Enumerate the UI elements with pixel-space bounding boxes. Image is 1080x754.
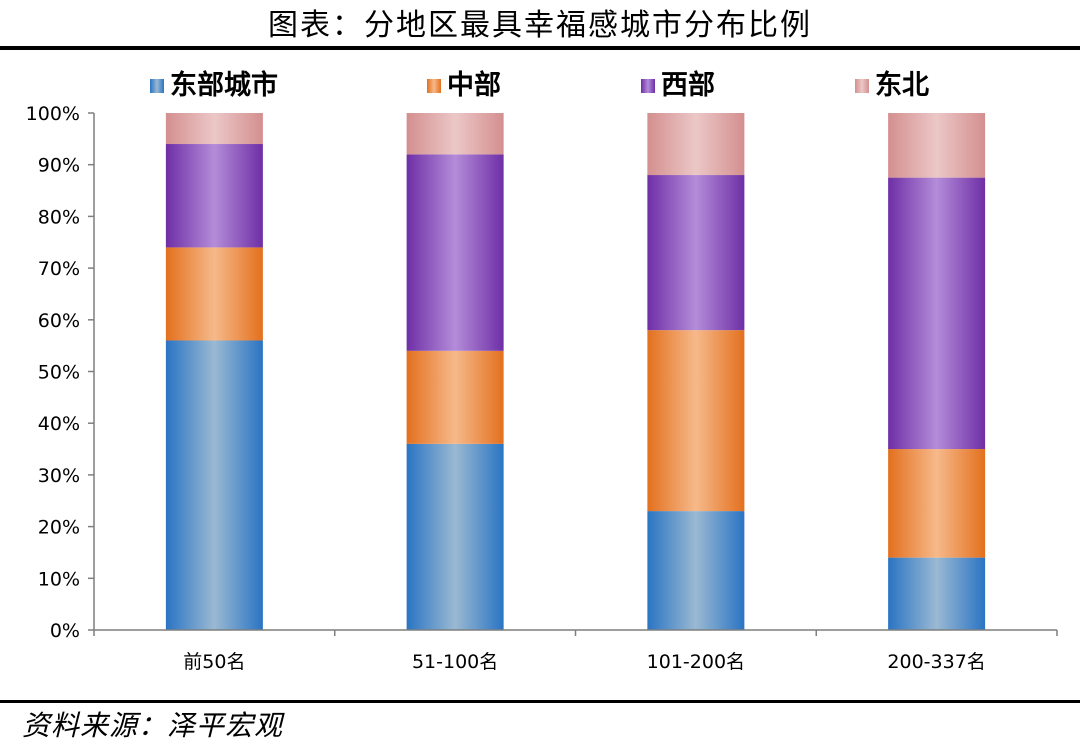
bar-segment: [647, 175, 745, 331]
x-tick-label: 前50名: [183, 651, 245, 673]
bar-stack: [888, 113, 986, 630]
bar-segment: [406, 113, 504, 155]
title-divider: [0, 46, 1080, 50]
y-tick-label: 30%: [38, 465, 80, 487]
bar-segment: [647, 511, 745, 630]
bar-stack: [165, 113, 263, 630]
legend-label: 中部: [447, 69, 501, 101]
bar-stack: [406, 113, 504, 630]
x-tick-label: 200-337名: [887, 651, 985, 673]
legend-item: 东北: [855, 69, 929, 101]
bar-segment: [165, 113, 263, 145]
legend-label: 西部: [661, 69, 715, 101]
y-tick-label: 20%: [38, 517, 80, 539]
y-tick-label: 50%: [38, 362, 80, 384]
y-tick-label: 40%: [38, 413, 80, 435]
bar-segment: [406, 350, 504, 444]
legend-swatch: [641, 79, 655, 93]
bar-segment: [165, 247, 263, 341]
legend: 东部城市 中部 西部 东北: [150, 69, 929, 101]
legend-swatch: [427, 79, 441, 93]
bar-stack: [647, 113, 745, 630]
footer-divider: [0, 700, 1080, 703]
legend-item: 西部: [641, 69, 715, 101]
y-tick-label: 100%: [26, 103, 80, 125]
x-tick-label: 51-100名: [412, 651, 498, 673]
bar-segment: [888, 557, 986, 630]
bar-segment: [647, 330, 745, 512]
legend-item: 东部城市: [150, 69, 278, 101]
bar-segment: [406, 443, 504, 630]
legend-label: 东北: [875, 69, 929, 101]
source-note: 资料来源：泽平宏观: [22, 709, 284, 742]
bar-segment: [888, 113, 986, 178]
y-tick-label: 80%: [38, 206, 80, 228]
x-tick-label: 101-200名: [647, 651, 745, 673]
chart-title: 图表：分地区最具幸福感城市分布比例: [268, 8, 812, 43]
y-tick-label: 90%: [38, 155, 80, 177]
legend-swatch: [855, 79, 869, 93]
legend-label: 东部城市: [170, 69, 278, 101]
bar-segment: [888, 449, 986, 558]
bar-segment: [165, 340, 263, 630]
bar-segment: [647, 113, 745, 176]
stacked-bar-chart: 东部城市 中部 西部 东北 0% 10% 20% 30% 40% 50% 60% 70% 80% 90%…: [26, 69, 1058, 673]
y-tick-label: 60%: [38, 310, 80, 332]
y-tick-label: 70%: [38, 258, 80, 280]
y-tick-label: 0%: [50, 620, 80, 642]
y-tick-label: 10%: [38, 568, 80, 590]
legend-item: 中部: [427, 69, 501, 101]
bar-segment: [406, 154, 504, 351]
legend-swatch: [150, 79, 164, 93]
bar-segment: [888, 177, 986, 450]
x-axis: 前50名 51-100名 101-200名 200-337名: [93, 629, 1058, 673]
bar-segment: [165, 144, 263, 248]
bars: [165, 113, 986, 630]
y-axis: 0% 10% 20% 30% 40% 50% 60% 70% 80% 90% 100%: [26, 103, 95, 642]
